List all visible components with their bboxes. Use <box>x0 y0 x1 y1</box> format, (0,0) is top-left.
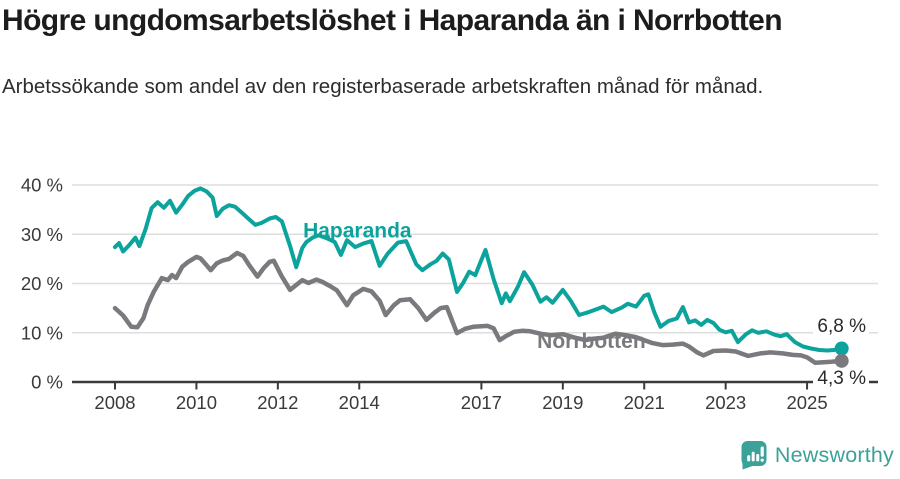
brand-name: Newsworthy <box>774 442 894 467</box>
x-axis-tick-label: 2012 <box>257 392 298 413</box>
y-axis-tick-label: 20 % <box>21 273 63 294</box>
brand-footer[interactable]: Newsworthy <box>739 440 894 470</box>
x-axis-tick-label: 2021 <box>624 392 665 413</box>
x-axis-tick-label: 2019 <box>542 392 583 413</box>
haparanda-end-dot <box>834 341 849 356</box>
x-axis-tick-label: 2023 <box>705 392 746 413</box>
x-axis-tick-label: 2025 <box>786 392 827 413</box>
x-axis-tick-label: 2017 <box>461 392 502 413</box>
haparanda-end-label: 6,8 % <box>817 316 866 337</box>
norrbotten-end-dot <box>834 353 849 368</box>
y-axis-tick-label: 0 % <box>31 372 63 393</box>
end-label-backing <box>813 368 869 388</box>
series-label-haparanda: Haparanda <box>303 220 412 243</box>
norrbotten-line <box>112 250 844 366</box>
norrbotten-end-label: 4,3 % <box>817 368 866 389</box>
series-label-norrbotten: Norrbotten <box>537 330 646 353</box>
y-axis-tick-label: 10 % <box>21 322 63 343</box>
x-axis-tick-label: 2008 <box>94 392 135 413</box>
x-axis-tick-label: 2010 <box>176 392 217 413</box>
chart-subtitle: Arbetssökande som andel av den registerb… <box>2 75 764 98</box>
x-axis-tick-label: 2014 <box>339 392 380 413</box>
y-axis-tick-label: 40 % <box>21 175 63 196</box>
page-title: Högre ungdomsarbetslöshet i Haparanda än… <box>2 4 783 37</box>
y-axis-tick-label: 30 % <box>21 224 63 245</box>
end-label-backing <box>813 316 869 336</box>
haparanda-line <box>113 186 844 353</box>
newsworthy-logo-icon <box>739 440 768 470</box>
